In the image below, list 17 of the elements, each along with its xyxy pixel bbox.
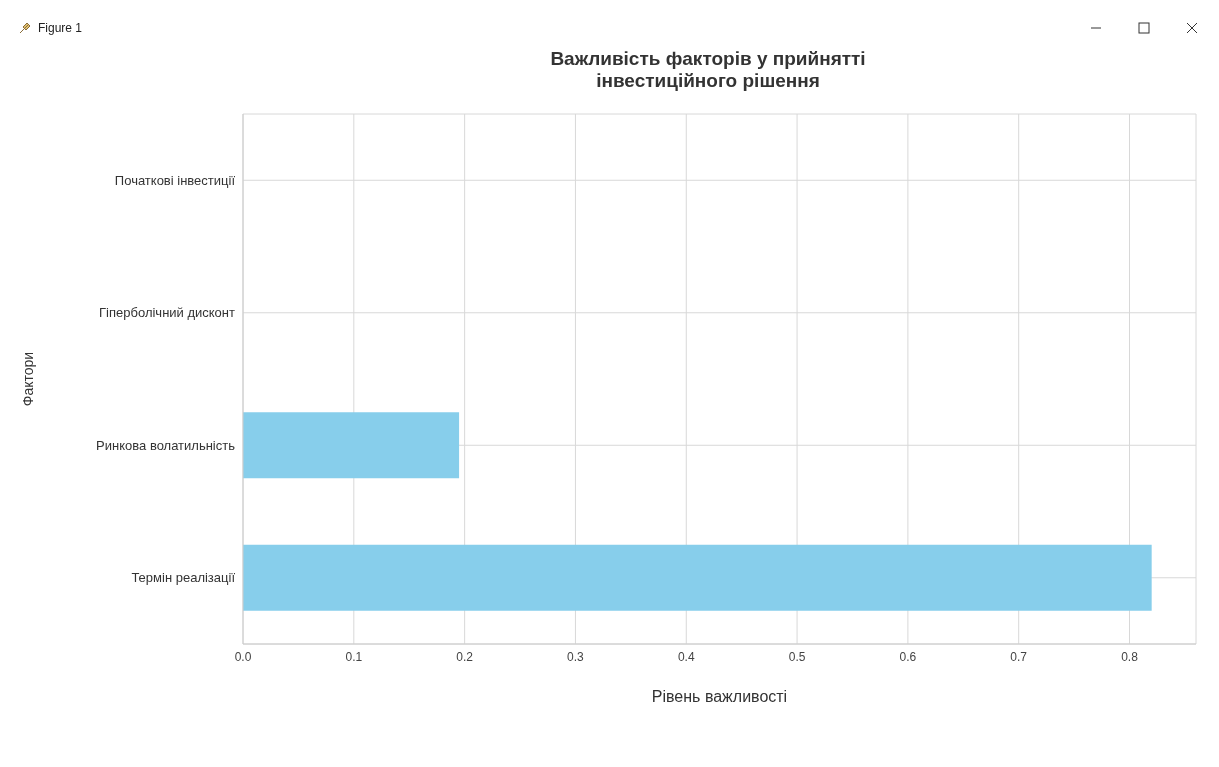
y-tick-label: Гіперболічний дисконт bbox=[99, 305, 236, 321]
x-tick-label: 0.1 bbox=[345, 649, 363, 664]
x-tick-label: 0.6 bbox=[899, 649, 917, 664]
x-tick-label: 0.8 bbox=[1121, 649, 1139, 664]
x-tick-label: 0.2 bbox=[456, 649, 474, 664]
y-tick-label: Термін реалізації bbox=[131, 570, 236, 586]
y-tick-label: Початкові інвестиції bbox=[114, 172, 236, 188]
x-tick-label: 0.3 bbox=[567, 649, 585, 664]
x-tick-label: 0.7 bbox=[1010, 649, 1028, 664]
x-tick-label: 0.5 bbox=[788, 649, 806, 664]
y-tick-label: Ринкова волатильність bbox=[96, 437, 236, 453]
caption: Figure 1 bbox=[38, 21, 83, 35]
chart-title: Важливість факторів у прийнятті інвестиційного рішення bbox=[549, 48, 867, 92]
x-tick-label: 0.0 bbox=[234, 649, 252, 664]
y-axis-title: Фактори bbox=[19, 351, 36, 407]
x-axis-title: Рівень важливості bbox=[651, 688, 788, 705]
x-tick-label: 0.4 bbox=[677, 649, 695, 664]
